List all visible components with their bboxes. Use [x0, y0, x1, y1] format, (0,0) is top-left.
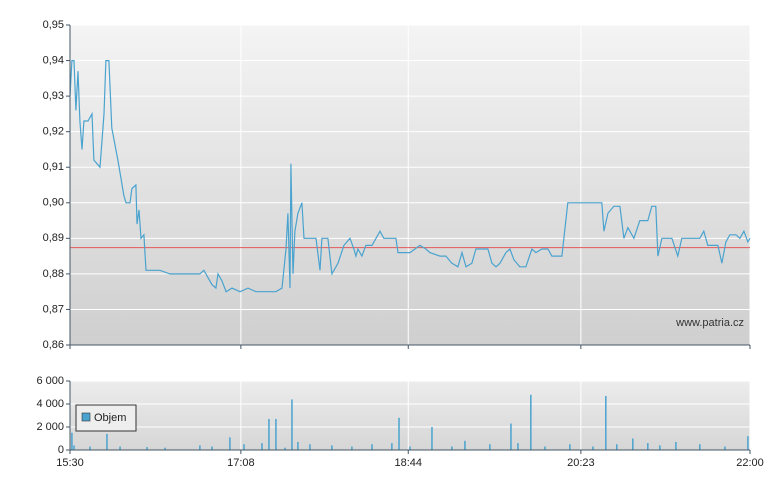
volume-bar — [659, 445, 661, 450]
x-tick-label: 17:08 — [227, 457, 255, 469]
y-tick-label: 0,92 — [43, 126, 64, 138]
volume-bar — [592, 446, 594, 450]
y-tick-label: 0,88 — [43, 268, 64, 280]
volume-bar — [544, 446, 546, 450]
volume-bar — [517, 443, 519, 450]
volume-bar — [89, 446, 91, 450]
volume-bar — [699, 444, 701, 450]
volume-bar — [284, 447, 286, 450]
y-tick-label: 0,89 — [43, 232, 64, 244]
volume-bar — [647, 443, 649, 450]
y-tick-label: 2 000 — [36, 421, 64, 433]
volume-bar — [164, 447, 166, 450]
x-tick-label: 15:30 — [56, 457, 84, 469]
y-tick-label: 0,93 — [43, 90, 64, 102]
volume-bar — [106, 433, 108, 450]
x-tick-label: 22:00 — [736, 457, 764, 469]
volume-bar — [616, 444, 618, 450]
volume-bar — [71, 432, 73, 450]
x-tick-label: 18:44 — [394, 457, 422, 469]
volume-bar — [409, 446, 411, 450]
x-tick-label: 20:23 — [567, 457, 595, 469]
volume-bar — [391, 443, 393, 450]
volume-bar — [146, 447, 148, 450]
volume-bar — [632, 438, 634, 450]
y-tick-label: 0,95 — [43, 19, 64, 31]
volume-bar — [398, 417, 400, 450]
volume-bar — [73, 445, 75, 450]
volume-bar — [724, 446, 726, 450]
y-tick-label: 0,86 — [43, 339, 64, 351]
volume-bar — [199, 445, 201, 450]
legend-swatch — [81, 412, 91, 422]
volume-bar — [309, 444, 311, 450]
y-tick-label: 0,90 — [43, 197, 64, 209]
y-tick-label: 0 — [58, 444, 64, 456]
volume-bar — [297, 441, 299, 450]
volume-bar — [431, 427, 433, 450]
y-tick-label: 0,94 — [43, 54, 64, 66]
volume-bar — [211, 446, 213, 450]
volume-bar — [243, 444, 245, 450]
watermark: www.patria.cz — [675, 317, 744, 329]
volume-bar — [451, 446, 453, 450]
volume-bar — [569, 444, 571, 450]
volume-bar — [119, 446, 121, 450]
volume-bar — [605, 395, 607, 450]
price-plot-area — [70, 25, 750, 345]
legend-label: Objem — [94, 412, 126, 424]
volume-bar — [530, 394, 532, 450]
y-tick-label: 6 000 — [36, 375, 64, 387]
volume-bar — [331, 445, 333, 450]
y-tick-label: 0,91 — [43, 161, 64, 173]
y-tick-label: 4 000 — [36, 398, 64, 410]
volume-bar — [371, 444, 373, 450]
volume-plot-area — [70, 381, 750, 450]
volume-bar — [229, 437, 231, 450]
price-line — [69, 60, 751, 293]
volume-bar — [291, 399, 293, 450]
volume-bar — [675, 441, 677, 450]
y-tick-label: 0,87 — [43, 303, 64, 315]
volume-bar — [489, 444, 491, 450]
volume-bar — [351, 446, 353, 450]
volume-bar — [268, 418, 270, 450]
volume-bar — [464, 440, 466, 450]
volume-bar — [275, 418, 277, 450]
volume-bar — [747, 436, 749, 450]
volume-bar — [261, 443, 263, 450]
volume-bar — [510, 423, 512, 450]
